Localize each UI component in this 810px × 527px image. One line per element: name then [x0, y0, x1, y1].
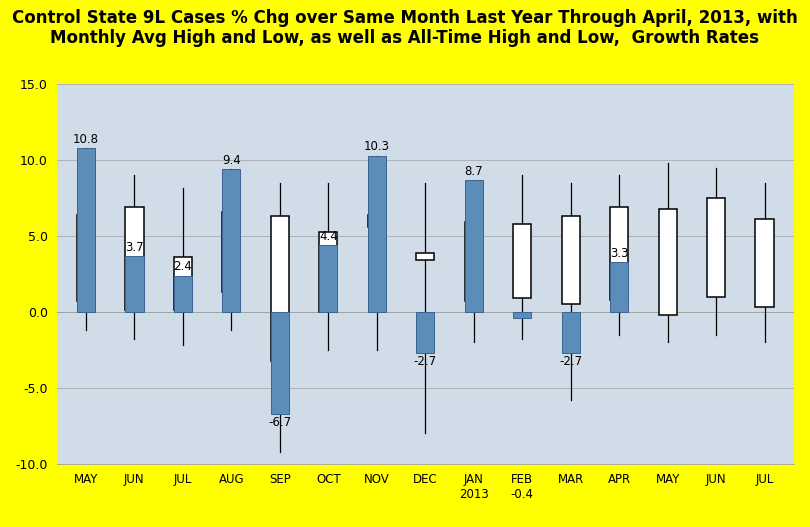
- Text: -2.7: -2.7: [414, 355, 437, 368]
- Text: 4.4: 4.4: [319, 230, 338, 243]
- Text: 10.3: 10.3: [364, 140, 390, 153]
- Text: Control State 9L Cases % Chg over Same Month Last Year Through April, 2013, with: Control State 9L Cases % Chg over Same M…: [12, 8, 798, 47]
- Bar: [368, 155, 386, 312]
- Text: 9.4: 9.4: [222, 154, 241, 167]
- Bar: [319, 245, 338, 312]
- Bar: [416, 312, 434, 353]
- Bar: [173, 257, 192, 310]
- Bar: [222, 169, 241, 312]
- Bar: [561, 217, 580, 305]
- Bar: [77, 215, 95, 301]
- Bar: [173, 276, 192, 312]
- Bar: [464, 180, 483, 312]
- Bar: [561, 312, 580, 353]
- Bar: [319, 231, 338, 312]
- Text: 8.7: 8.7: [464, 164, 483, 178]
- Bar: [271, 217, 289, 360]
- Bar: [125, 256, 143, 312]
- Bar: [271, 312, 289, 414]
- Bar: [222, 212, 241, 292]
- Text: -6.7: -6.7: [268, 416, 292, 429]
- Bar: [610, 207, 629, 300]
- Bar: [464, 222, 483, 301]
- Bar: [416, 253, 434, 260]
- Bar: [707, 198, 726, 297]
- Bar: [659, 209, 677, 315]
- Bar: [125, 207, 143, 310]
- Text: 3.7: 3.7: [125, 240, 143, 253]
- Text: 2.4: 2.4: [173, 260, 192, 274]
- Bar: [610, 262, 629, 312]
- Bar: [756, 219, 774, 307]
- Bar: [513, 224, 531, 298]
- Text: -2.7: -2.7: [559, 355, 582, 368]
- Text: 3.3: 3.3: [610, 247, 629, 260]
- Bar: [368, 215, 386, 227]
- Bar: [513, 312, 531, 318]
- Bar: [77, 148, 95, 312]
- Text: 10.8: 10.8: [73, 133, 99, 146]
